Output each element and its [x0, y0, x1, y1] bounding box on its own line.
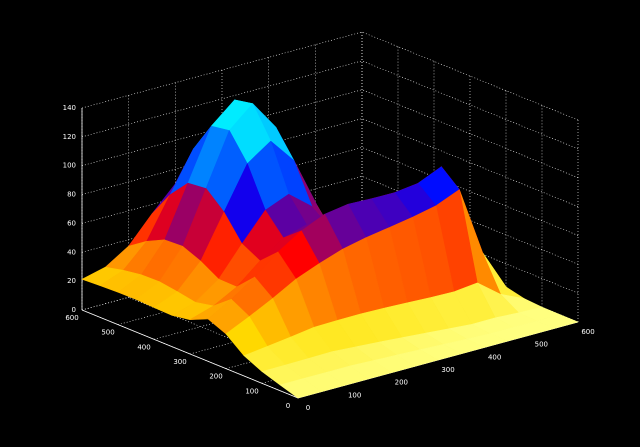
y-tick-label: 100: [245, 387, 258, 395]
grid-line: [81, 60, 363, 138]
grid-line: [81, 31, 363, 109]
y-tick-label: 300: [173, 358, 186, 366]
y-tick-label: 200: [209, 373, 222, 381]
x-tick-label: 500: [535, 341, 548, 349]
y-tick-label: 600: [65, 314, 78, 322]
z-tick-label: 40: [67, 248, 76, 256]
z-tick-label: 80: [67, 191, 76, 199]
z-tick-label: 60: [67, 219, 76, 227]
axis-line: [81, 309, 299, 399]
surface-patch: [279, 378, 322, 399]
z-tick-label: 0: [72, 306, 76, 314]
x-tick-label: 200: [395, 379, 408, 387]
x-tick-label: 100: [348, 391, 361, 399]
x-tick-label: 400: [488, 353, 501, 361]
z-tick-label: 140: [63, 104, 76, 112]
grid-line: [81, 89, 363, 167]
x-tick-label: 300: [441, 366, 454, 374]
grid-line: [153, 263, 435, 340]
z-tick-label: 100: [63, 162, 76, 170]
y-tick-label: 0: [286, 402, 290, 410]
y-tick-label: 500: [101, 329, 114, 337]
x-tick-label: 0: [306, 404, 310, 412]
z-tick-label: 120: [63, 133, 76, 141]
grid-line: [81, 233, 363, 311]
z-tick-label: 20: [67, 277, 76, 285]
x-tick-label: 600: [581, 328, 594, 336]
grid-line: [81, 118, 363, 195]
y-tick-label: 400: [137, 343, 150, 351]
grid-line: [81, 147, 363, 224]
grid-line: [81, 175, 363, 253]
